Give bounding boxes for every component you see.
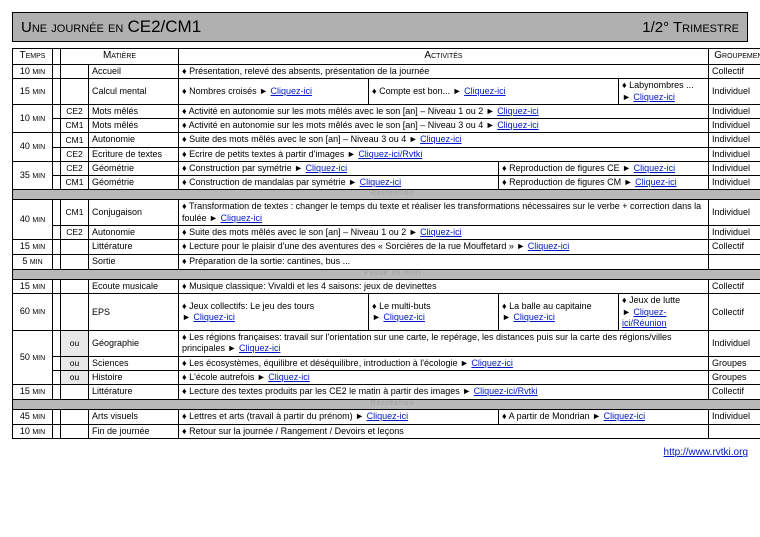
link[interactable]: Cliquez-ici [383,312,425,322]
link[interactable]: Cliquez-ici [604,411,646,421]
h-temps: Temps [13,49,53,65]
table-row: 10 MIN Accueil Présentation, relevé des … [13,64,760,79]
h-matiere: Matière [61,49,179,65]
separator-row: Pause de midi [13,269,760,279]
title-class: CE2/CM1 [127,17,201,36]
h-activites: Activités [179,49,709,65]
link[interactable]: Cliquez-ici [528,241,570,251]
link[interactable]: Cliquez-ici/Rvtki [474,386,538,396]
table-row: CE2 Ecriture de textes Ecrire de petits … [13,147,760,161]
header-row: Temps Matière Activités Groupement [13,49,760,65]
link[interactable]: Cliquez-ici [497,106,539,116]
link[interactable]: Cliquez-ici [220,213,262,223]
link[interactable]: Cliquez-ici [471,358,513,368]
act: Présentation, relevé des absents, présen… [179,64,709,79]
footer: http://www.rvtki.org [12,447,748,458]
link[interactable]: Cliquez-ici [634,163,676,173]
mat: Accueil [89,64,179,79]
table-row: 50 MIN ou Géographie Les régions françai… [13,331,760,357]
grp: Collectif [709,64,760,79]
title-text: Une journée en [21,19,127,36]
link[interactable]: Cliquez-ici [271,86,313,96]
link[interactable]: Cliquez-ici [306,163,348,173]
schedule-table: Temps Matière Activités Groupement 10 MI… [12,48,760,439]
link[interactable]: Cliquez-ici [633,92,675,102]
link[interactable]: Cliquez-ici [513,312,555,322]
table-row: CM1 Géométrie Construction de mandalas p… [13,176,760,190]
link[interactable]: Cliquez-ici [367,411,409,421]
link[interactable]: Cliquez-ici/Rvtki [358,149,422,159]
table-row: 5 MIN Sortie Préparation de la sortie: c… [13,254,760,269]
table-row: 40 MIN CM1 Autonomie Suite des mots mêlé… [13,133,760,147]
link[interactable]: Cliquez-ici [497,120,539,130]
link[interactable]: Cliquez-ici [635,177,677,187]
temps: 10 MIN [13,64,53,79]
table-row: 10 MIN Fin de journée Retour sur la jour… [13,424,760,439]
table-row: 15 MIN Calcul mental Nombres croisés Cli… [13,79,760,105]
table-row: 10 MIN CE2 Mots mêlés Activité en autono… [13,104,760,118]
table-row: CE2 Autonomie Suite des mots mêlés avec … [13,225,760,239]
link[interactable]: Cliquez-ici [239,343,281,353]
footer-link[interactable]: http://www.rvtki.org [664,447,748,458]
table-row: ou Histoire L'école autrefois Cliquez-ic… [13,370,760,384]
table-row: 15 MIN Littérature Lecture des textes pr… [13,385,760,400]
table-row: CM1 Mots mêlés Activité en autonomie sur… [13,119,760,133]
title-left: Une journée en CE2/CM1 [21,17,201,37]
link[interactable]: Cliquez-ici [268,372,310,382]
title-bar: Une journée en CE2/CM1 1/2° Trimestre [12,12,748,42]
table-row: 15 MIN Littérature Lecture pour le plais… [13,240,760,255]
link[interactable]: Cliquez-ici [420,227,462,237]
table-row: 40 MIN CM1 Conjugaison Transformation de… [13,200,760,226]
separator-row: Récréation [13,190,760,200]
link[interactable]: Cliquez-ici [193,312,235,322]
title-right: 1/2° Trimestre [642,19,739,36]
h-groupement: Groupement [709,49,760,65]
link[interactable]: Cliquez-ici [360,177,402,187]
table-row: 35 MIN CE2 Géométrie Construction par sy… [13,161,760,175]
table-row: 45 MIN Arts visuels Lettres et arts (tra… [13,409,760,424]
link[interactable]: Cliquez-ici [420,134,462,144]
table-row: 60 MIN EPS Jeux collectifs: Le jeu des t… [13,294,760,331]
link[interactable]: Cliquez-ici [464,86,506,96]
table-row: 15 MIN Ecoute musicale Musique classique… [13,279,760,294]
separator-row: Récréation [13,399,760,409]
table-row: ou Sciences Les écosystèmes, équilibre e… [13,356,760,370]
